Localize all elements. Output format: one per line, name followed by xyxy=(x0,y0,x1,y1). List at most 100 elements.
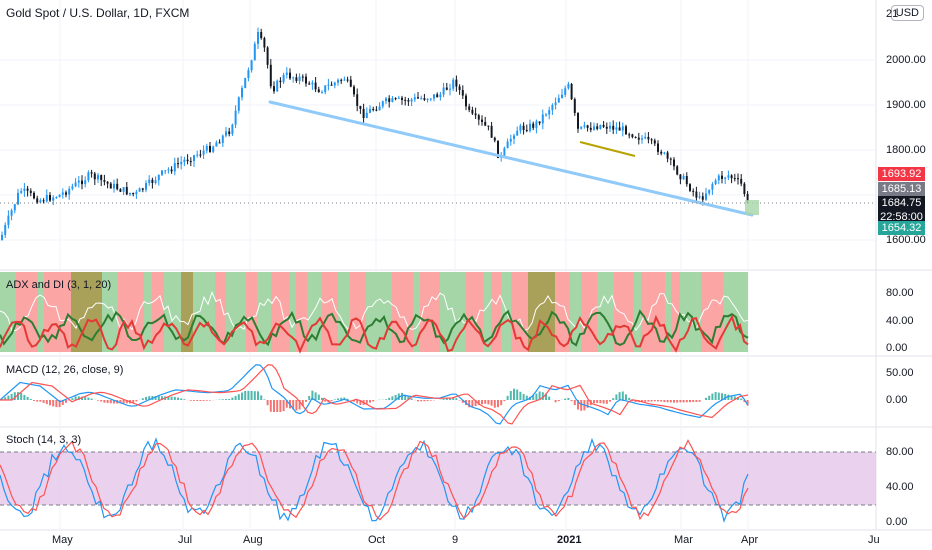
candle-body xyxy=(663,152,666,154)
adx-band xyxy=(555,272,570,352)
macd-histogram-bar xyxy=(394,394,397,400)
macd-histogram-bar xyxy=(532,395,535,400)
candle-body xyxy=(682,176,685,180)
candle-body xyxy=(68,188,71,195)
macd-histogram-bar xyxy=(522,394,525,400)
macd-histogram-bar xyxy=(71,398,74,400)
candle-body xyxy=(183,159,186,162)
adx-band xyxy=(641,272,665,352)
candle-body xyxy=(465,95,467,107)
macd-histogram-bar xyxy=(429,400,432,401)
candle-body xyxy=(717,175,720,181)
candle-body xyxy=(333,82,336,86)
candle-body xyxy=(116,183,119,190)
macd-histogram-bar xyxy=(36,400,39,402)
candle-body xyxy=(625,126,627,135)
macd-histogram-bar xyxy=(609,400,611,402)
macd-histogram-bar xyxy=(13,392,16,400)
candle-body xyxy=(554,102,557,105)
candle-body xyxy=(727,175,730,178)
macd-histogram-bar xyxy=(445,398,448,400)
macd-histogram-bar xyxy=(548,396,551,400)
stoch-tick-80: 80.00 xyxy=(886,446,914,458)
macd-histogram-bar xyxy=(298,400,301,410)
candle-body xyxy=(644,136,647,139)
macd-histogram-bar xyxy=(253,391,256,400)
stoch-panel-label[interactable]: Stoch (14, 3, 3) xyxy=(6,434,82,446)
candle-body xyxy=(634,137,637,139)
price-tag-high: 1693.92 xyxy=(878,167,925,181)
candle-body xyxy=(308,83,311,85)
macd-histogram-bar xyxy=(189,400,192,401)
macd-histogram-bar xyxy=(173,396,176,400)
candle-body xyxy=(740,178,743,184)
macd-histogram-bar xyxy=(481,400,483,405)
adx-panel-label[interactable]: ADX and DI (3, 1, 20) xyxy=(6,279,112,291)
candle-body xyxy=(637,137,640,140)
candle-body xyxy=(282,74,285,83)
candle-body xyxy=(103,180,106,182)
candle-body xyxy=(346,79,349,81)
candle-body xyxy=(420,98,423,100)
macd-histogram-bar xyxy=(58,400,61,408)
candle-body xyxy=(365,112,368,119)
macd-histogram-bar xyxy=(346,398,349,400)
macd-histogram-bar xyxy=(314,392,317,400)
candle-body xyxy=(301,76,304,78)
macd-histogram-bar xyxy=(225,399,227,400)
macd-histogram-bar xyxy=(653,400,656,402)
currency-button[interactable]: USD xyxy=(890,5,924,21)
macd-histogram-bar xyxy=(308,395,311,400)
macd-histogram-bar xyxy=(727,394,730,400)
candle-body xyxy=(330,84,333,86)
macd-histogram-bar xyxy=(141,398,144,400)
adx-tick-0: 0.00 xyxy=(886,342,908,354)
macd-histogram-bar xyxy=(705,397,707,400)
candle-body xyxy=(23,188,26,192)
macd-histogram-bar xyxy=(26,396,29,400)
candle-body xyxy=(605,126,608,129)
candle-body xyxy=(522,125,525,130)
time-label-may: May xyxy=(52,534,73,546)
candle-body xyxy=(49,194,51,201)
macd-histogram-bar xyxy=(628,397,631,400)
candle-body xyxy=(375,109,378,111)
macd-histogram-bar xyxy=(343,397,346,400)
candle-body xyxy=(557,97,560,103)
adx-band xyxy=(257,272,271,352)
candle-body xyxy=(391,98,394,102)
candle-body xyxy=(410,99,413,102)
macd-histogram-bar xyxy=(61,400,64,406)
macd-histogram-bar xyxy=(673,400,675,403)
candle-body xyxy=(228,131,231,134)
candle-body xyxy=(692,190,695,192)
candle-body xyxy=(711,184,714,190)
macd-histogram-bar xyxy=(388,397,391,400)
macd-histogram-bar xyxy=(33,400,35,401)
candle-body xyxy=(97,175,99,180)
candle-body xyxy=(577,112,579,129)
candle-body xyxy=(58,194,61,198)
candle-body xyxy=(317,89,320,93)
candle-body xyxy=(250,60,253,71)
candle-body xyxy=(337,79,339,83)
candle-body xyxy=(487,125,490,127)
price-tag-low: 1654.32 xyxy=(878,221,925,235)
candle-body xyxy=(436,94,439,98)
candle-body xyxy=(621,126,624,131)
macd-histogram-bar xyxy=(477,400,480,405)
macd-histogram-bar xyxy=(497,400,499,408)
symbol-title[interactable]: Gold Spot / U.S. Dollar, 1D, FXCM xyxy=(6,6,190,20)
candle-body xyxy=(417,97,419,99)
macd-histogram-bar xyxy=(321,397,323,400)
candle-body xyxy=(730,175,733,179)
macd-histogram-bar xyxy=(356,400,359,404)
macd-panel-label[interactable]: MACD (12, 26, close, 9) xyxy=(6,364,124,376)
candle-body xyxy=(407,100,410,102)
candle-body xyxy=(685,176,688,185)
macd-histogram-bar xyxy=(359,400,362,406)
adx-band xyxy=(296,272,307,352)
adx-band xyxy=(322,272,338,352)
macd-histogram-bar xyxy=(90,398,93,400)
